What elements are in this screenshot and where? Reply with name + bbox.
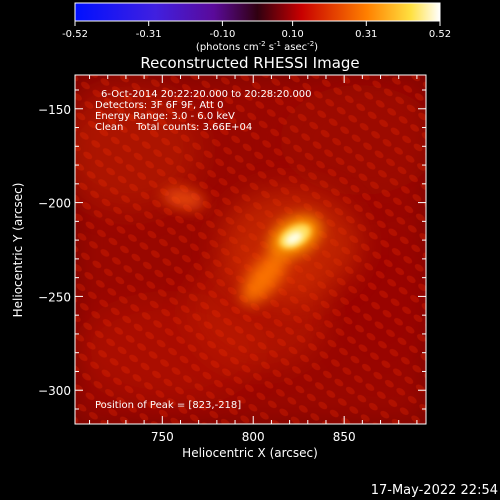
x-axis-label: Heliocentric X (arcsec) (182, 446, 318, 460)
peak-position-text: Position of Peak = [823,-218] (95, 400, 241, 411)
emission-sources (162, 188, 361, 305)
colorbar-tick-label: -0.10 (209, 29, 235, 40)
colorbar: -0.52 -0.31 -0.10 0.10 0.31 0.52 (photons cm-… (62, 2, 451, 53)
source-secondary (162, 188, 206, 210)
source-tail (241, 250, 287, 305)
colorbar-tick-label: -0.52 (62, 29, 88, 40)
colorbar-unit-label: (photons cm-2 s-1 asec-2) (196, 40, 318, 53)
detectors-text: Detectors: 3F 6F 9F, Att 0 (95, 100, 223, 111)
colorbar-tick-label: 0.52 (429, 29, 451, 40)
footer-timestamp: 17-May-2022 22:54 (371, 483, 498, 498)
peak-center (285, 231, 303, 245)
x-tick-label: 750 (151, 430, 174, 444)
clean-counts-text: Clean Total counts: 3.66E+04 (95, 122, 252, 133)
colorbar-tick-label: 0.10 (281, 29, 303, 40)
energy-range-text: Energy Range: 3.0 - 6.0 keV (95, 111, 235, 122)
axes: 750 800 850 −150 −200 −250 −300 (38, 75, 426, 444)
y-tick-label: −300 (38, 384, 71, 398)
y-tick-label: −250 (38, 290, 71, 304)
annotations: 6-Oct-2014 20:22:20.000 to 20:28:20.000 … (95, 89, 312, 411)
x-tick-label: 800 (242, 430, 265, 444)
colorbar-gradient (74, 2, 441, 22)
x-tick-label: 850 (333, 430, 356, 444)
y-tick-label: −200 (38, 197, 71, 211)
time-range-text: 6-Oct-2014 20:22:20.000 to 20:28:20.000 (101, 89, 312, 100)
heatmap-image (75, 75, 426, 424)
colorbar-ticks: -0.52 -0.31 -0.10 0.10 0.31 0.52 (62, 21, 451, 40)
chart-title: Reconstructed RHESSI Image (140, 54, 359, 72)
colorbar-tick-label: 0.31 (355, 29, 377, 40)
plot-frame (74, 74, 427, 425)
colorbar-tick-label: -0.31 (136, 29, 162, 40)
y-tick-label: −150 (38, 103, 71, 117)
y-axis-label: Heliocentric Y (arcsec) (11, 183, 25, 318)
